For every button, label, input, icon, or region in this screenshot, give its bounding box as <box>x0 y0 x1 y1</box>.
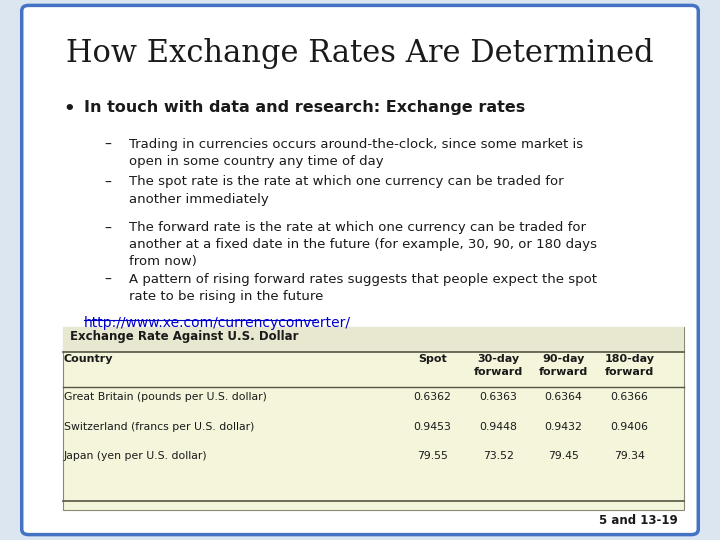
Bar <box>63 327 685 510</box>
Text: 73.52: 73.52 <box>482 451 513 462</box>
Text: –: – <box>104 273 112 287</box>
Text: –: – <box>104 221 112 235</box>
Text: The forward rate is the rate at which one currency can be traded for
another at : The forward rate is the rate at which on… <box>129 221 597 268</box>
Text: 0.6362: 0.6362 <box>413 392 451 402</box>
Text: How Exchange Rates Are Determined: How Exchange Rates Are Determined <box>66 38 654 69</box>
Text: 5 and 13-19: 5 and 13-19 <box>599 514 678 526</box>
Text: 0.9453: 0.9453 <box>413 422 451 432</box>
Text: 0.9406: 0.9406 <box>611 422 648 432</box>
Text: 79.55: 79.55 <box>417 451 448 462</box>
Text: 0.6364: 0.6364 <box>545 392 582 402</box>
Text: In touch with data and research: Exchange rates: In touch with data and research: Exchang… <box>84 100 525 115</box>
Text: Switzerland (francs per U.S. dollar): Switzerland (francs per U.S. dollar) <box>64 422 254 432</box>
Text: 0.6363: 0.6363 <box>479 392 517 402</box>
Text: Exchange Rate Against U.S. Dollar: Exchange Rate Against U.S. Dollar <box>70 330 299 343</box>
Text: 79.34: 79.34 <box>614 451 644 462</box>
Text: http://www.xe.com/currencyconverter/: http://www.xe.com/currencyconverter/ <box>84 316 351 330</box>
Text: –: – <box>104 138 112 152</box>
Text: Japan (yen per U.S. dollar): Japan (yen per U.S. dollar) <box>64 451 207 462</box>
Text: Country: Country <box>64 354 113 364</box>
Text: 90-day
forward: 90-day forward <box>539 354 588 376</box>
Text: 0.9448: 0.9448 <box>479 422 517 432</box>
Text: 0.9432: 0.9432 <box>545 422 582 432</box>
Bar <box>63 327 685 352</box>
Text: Great Britain (pounds per U.S. dollar): Great Britain (pounds per U.S. dollar) <box>64 392 266 402</box>
Text: The spot rate is the rate at which one currency can be traded for
another immedi: The spot rate is the rate at which one c… <box>129 176 563 206</box>
Text: 0.6366: 0.6366 <box>611 392 648 402</box>
Text: •: • <box>63 100 75 118</box>
Text: A pattern of rising forward rates suggests that people expect the spot
rate to b: A pattern of rising forward rates sugges… <box>129 273 597 303</box>
Text: 30-day
forward: 30-day forward <box>474 354 523 376</box>
Text: 79.45: 79.45 <box>548 451 579 462</box>
Text: Trading in currencies occurs around-the-clock, since some market is
open in some: Trading in currencies occurs around-the-… <box>129 138 583 168</box>
Text: –: – <box>104 176 112 190</box>
Text: 180-day
forward: 180-day forward <box>604 354 654 376</box>
FancyBboxPatch shape <box>22 5 698 535</box>
Text: Spot: Spot <box>418 354 447 364</box>
